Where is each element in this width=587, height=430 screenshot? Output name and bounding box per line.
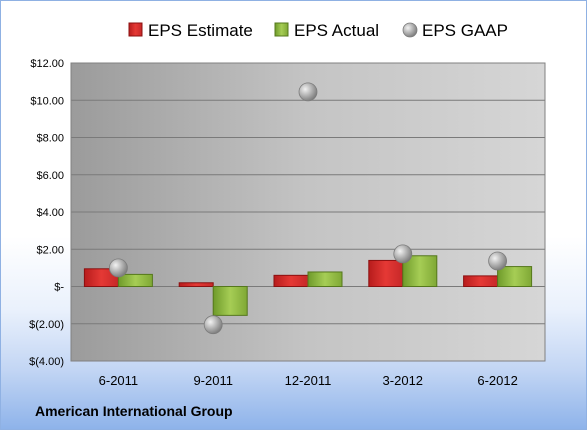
- eps-actual-bar: [497, 266, 533, 288]
- eps-gaap-legend-swatch: [402, 22, 418, 38]
- eps-estimate-legend-label: EPS Estimate: [148, 21, 253, 40]
- y-tick-label: $6.00: [36, 170, 64, 182]
- eps-gaap-marker: [393, 244, 413, 264]
- y-tick-label: $(4.00): [29, 356, 64, 368]
- company-name: American International Group: [35, 403, 233, 419]
- y-tick-label: $2.00: [36, 244, 64, 256]
- eps-gaap-marker: [488, 251, 508, 271]
- eps-actual-bar: [212, 286, 248, 316]
- eps-actual-legend-swatch: [274, 22, 289, 37]
- eps-estimate-legend-swatch: [128, 22, 143, 37]
- y-tick-label: $-: [54, 282, 64, 294]
- eps-actual-bar: [307, 271, 343, 288]
- eps-gaap-marker: [203, 315, 223, 335]
- y-tick-label: $10.00: [30, 95, 64, 107]
- eps-gaap-legend-label: EPS GAAP: [422, 21, 508, 40]
- x-tick-label: 6-2012: [477, 373, 517, 388]
- plot-border: [70, 62, 546, 362]
- eps-actual-bar: [117, 273, 153, 287]
- eps-estimate-bar: [463, 275, 499, 288]
- x-tick-label: 3-2012: [383, 373, 423, 388]
- eps-gaap-marker: [298, 82, 318, 102]
- eps-estimate-bar: [368, 259, 404, 287]
- eps-estimate-bar: [178, 282, 214, 287]
- x-tick-label: 12-2011: [285, 373, 332, 388]
- x-tick-label: 9-2011: [193, 373, 233, 388]
- y-tick-label: $12.00: [30, 58, 64, 70]
- eps-estimate-bar: [273, 274, 309, 288]
- y-tick-label: $8.00: [36, 133, 64, 145]
- x-tick-label: 6-2011: [99, 373, 139, 388]
- y-tick-label: $4.00: [36, 207, 64, 219]
- eps-actual-legend-label: EPS Actual: [294, 21, 379, 40]
- eps-gaap-marker: [109, 258, 128, 278]
- y-tick-label: $(2.00): [29, 319, 64, 331]
